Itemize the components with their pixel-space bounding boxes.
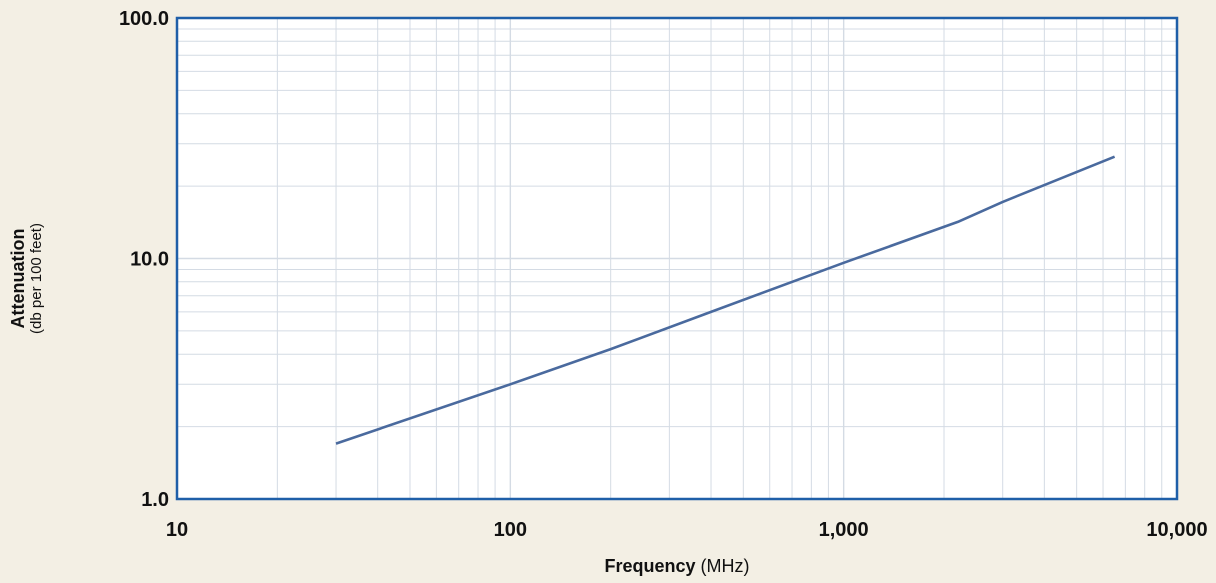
y-tick-label: 100.0 — [119, 8, 169, 30]
x-tick-label: 100 — [494, 519, 527, 541]
y-tick-label: 10.0 — [130, 249, 169, 271]
series-line-0 — [335, 155, 1116, 445]
x-tick-labels: 10 100 1,000 10,000 — [166, 519, 1208, 541]
plot-frame — [175, 16, 1179, 501]
y-axis-label: Attenuation — [8, 229, 28, 329]
y-tick-label: 1.0 — [141, 489, 169, 511]
x-tick-label: 1,000 — [819, 519, 869, 541]
y-axis-title: Attenuation (db per 100 feet) — [8, 223, 45, 334]
x-axis-title: Frequency (MHz) — [604, 556, 749, 576]
x-tick-label: 10 — [166, 519, 188, 541]
x-tick-label: 10,000 — [1146, 519, 1207, 541]
y-tick-labels: 1.0 10.0 100.0 — [119, 8, 169, 511]
x-axis-unit: (MHz) — [701, 556, 750, 576]
y-axis-unit: (db per 100 feet) — [28, 223, 45, 334]
grid — [177, 18, 1177, 499]
series-layer — [335, 155, 1116, 445]
x-axis-label: Frequency — [604, 556, 695, 576]
